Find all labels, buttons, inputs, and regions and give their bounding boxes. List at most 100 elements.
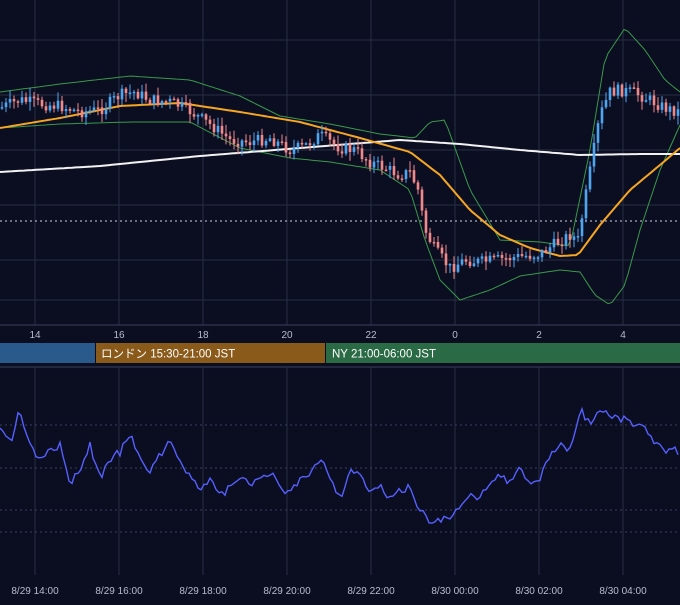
candle-body — [120, 88, 124, 100]
candle-body — [284, 141, 288, 153]
candle-body — [300, 142, 304, 145]
date-tick-label: 8/30 02:00 — [515, 586, 563, 597]
hour-tick-label: 14 — [29, 330, 41, 341]
candle-body — [192, 114, 196, 117]
candle-body — [640, 95, 644, 102]
candle-body — [412, 170, 416, 183]
candle-body — [240, 140, 244, 147]
candle-body — [36, 98, 40, 100]
candle-body — [560, 244, 564, 247]
candle-body — [56, 100, 60, 109]
candle-body — [244, 140, 248, 143]
candle-body — [624, 87, 628, 97]
candle-body — [44, 106, 48, 111]
candle-body — [276, 141, 280, 146]
candle-body — [564, 234, 568, 246]
candle-body — [468, 261, 472, 267]
candle-body — [348, 143, 352, 153]
candle-body — [596, 123, 600, 143]
candle-body — [28, 96, 32, 102]
session-london-label: ロンドン 15:30-21:00 JST — [101, 349, 235, 361]
candle-body — [312, 144, 316, 146]
oscillator-pane[interactable]: 8/29 14:00 8/29 16:00 8/29 18:00 8/29 20:00… — [0, 366, 680, 597]
candle-body — [20, 97, 24, 103]
date-tick-label: 8/29 20:00 — [263, 586, 311, 597]
session-tokyo-block — [0, 343, 95, 363]
candle-body — [516, 253, 520, 258]
date-tick-label: 8/29 22:00 — [347, 586, 395, 597]
candle-body — [308, 143, 312, 146]
candle-body — [136, 91, 140, 99]
candle-body — [392, 166, 396, 176]
candle-body — [216, 125, 220, 133]
candle-body — [400, 178, 404, 180]
candle-body — [112, 96, 116, 98]
candle-body — [52, 105, 56, 109]
candle-body — [352, 147, 356, 153]
candle-body — [12, 98, 16, 102]
hour-tick-label: 0 — [452, 330, 458, 341]
hour-tick-label: 20 — [281, 330, 293, 341]
candle-body — [148, 99, 152, 104]
candle-body — [132, 91, 136, 94]
candle-body — [644, 100, 648, 102]
candle-body — [484, 256, 488, 262]
candle-body — [292, 147, 296, 154]
candle-body — [656, 105, 660, 110]
candle-body — [32, 96, 36, 99]
candle-body — [320, 131, 324, 134]
candle-body — [4, 102, 8, 108]
date-tick-label: 8/29 14:00 — [11, 586, 59, 597]
candle-body — [432, 241, 436, 244]
candle-body — [224, 133, 228, 137]
candle-body — [8, 98, 12, 103]
hour-tick-label: 16 — [113, 330, 125, 341]
candle-body — [324, 131, 328, 134]
candle-body — [372, 161, 376, 168]
candle-body — [280, 141, 284, 143]
price-grid — [0, 0, 680, 325]
candle-body — [572, 236, 576, 240]
candle-body — [556, 238, 560, 245]
candle-body — [548, 247, 552, 253]
candle-body — [84, 111, 88, 118]
candle-body — [528, 255, 532, 259]
hour-tick-label: 22 — [365, 330, 377, 341]
candle-body — [340, 151, 344, 154]
candle-body — [612, 87, 616, 96]
candle-body — [248, 142, 252, 146]
candle-body — [152, 95, 156, 104]
date-tick-label: 8/29 16:00 — [95, 586, 143, 597]
candle-body — [592, 142, 596, 167]
candle-body — [100, 107, 104, 115]
candle-body — [172, 98, 176, 101]
candle-body — [296, 142, 300, 148]
bollinger-bands — [0, 28, 680, 305]
candle-body — [476, 258, 480, 264]
candle-body — [444, 253, 448, 266]
candle-body — [460, 259, 464, 265]
candle-body — [88, 110, 92, 112]
candle-body — [24, 97, 28, 102]
price-pane[interactable]: 14 16 18 20 22 0 2 4 — [0, 0, 680, 341]
candle-body — [128, 92, 132, 94]
candle-body — [380, 160, 384, 170]
candle-body — [80, 110, 84, 118]
candle-body — [304, 143, 308, 145]
candle-body — [632, 87, 636, 89]
candle-body — [356, 147, 360, 149]
candle-body — [60, 100, 64, 112]
bollinger-lower-band — [0, 121, 680, 305]
candle-body — [288, 152, 292, 154]
candle-body — [456, 264, 460, 272]
candle-body — [648, 95, 652, 101]
candle-body — [168, 98, 172, 102]
candle-body — [0, 107, 4, 109]
candle-body — [600, 107, 604, 124]
session-ny-label: NY 21:00-06:00 JST — [332, 349, 436, 361]
candle-body — [488, 255, 492, 262]
candle-body — [384, 169, 388, 172]
candle-body — [492, 255, 496, 258]
